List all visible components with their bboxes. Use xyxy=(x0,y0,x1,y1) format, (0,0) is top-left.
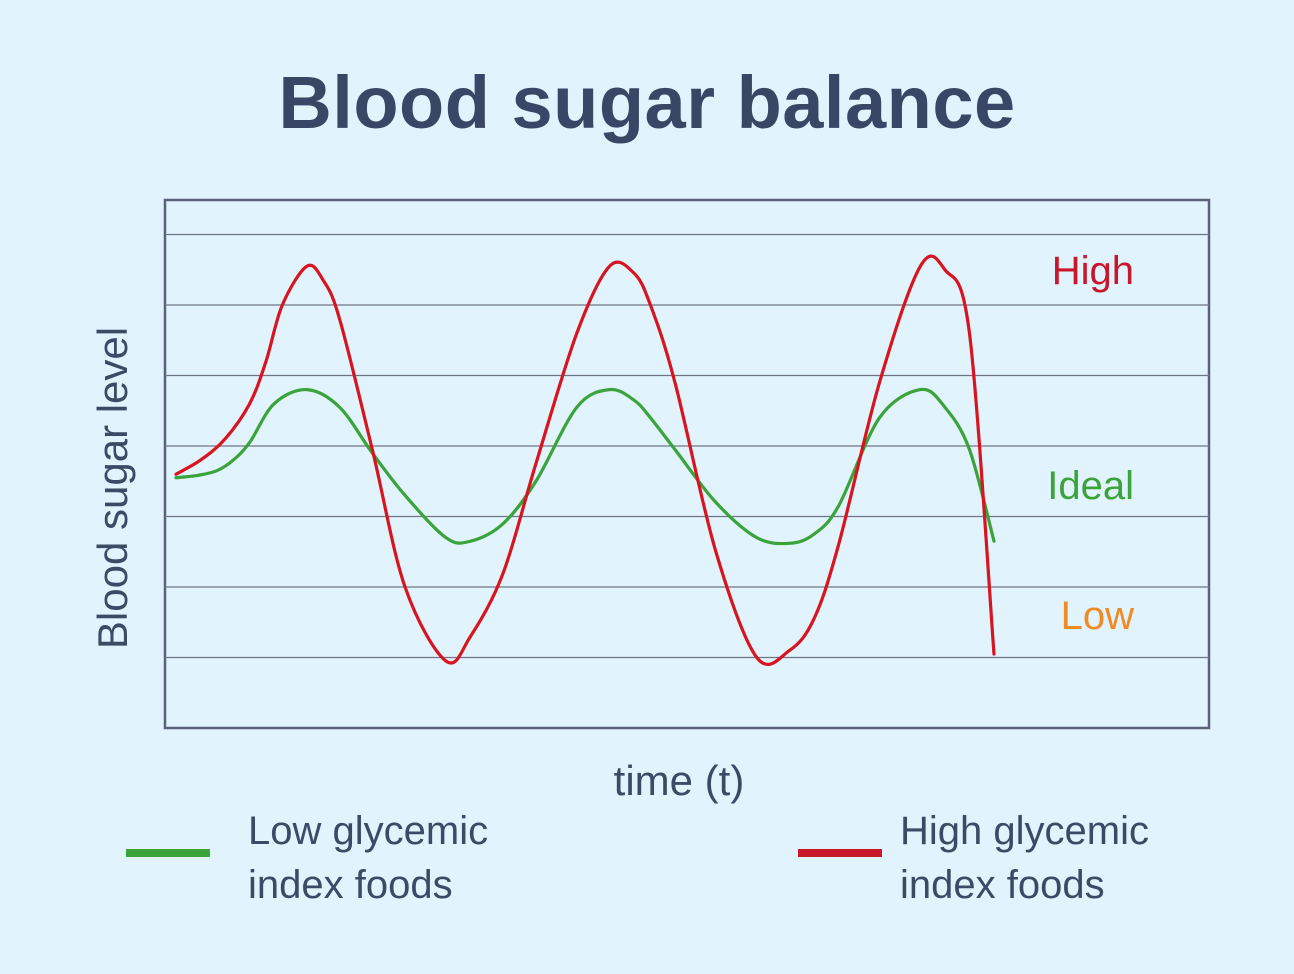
level-label-ideal: Ideal xyxy=(1047,464,1134,508)
plot-frame xyxy=(163,198,1211,730)
series-line-high-gi xyxy=(174,254,996,666)
x-axis-label: time (t) xyxy=(614,757,745,804)
level-labels: High Ideal Low xyxy=(1047,249,1134,638)
level-label-high: High xyxy=(1052,249,1134,293)
legend-label-high-gi-line1: High glycemic xyxy=(900,809,1149,853)
chart-title: Blood sugar balance xyxy=(278,61,1016,144)
grid-lines xyxy=(165,233,1209,659)
legend-label-low-gi-line2: index foods xyxy=(248,863,453,907)
series-lines xyxy=(174,254,996,666)
legend-swatch-high-gi xyxy=(798,849,882,857)
legend-swatch-low-gi xyxy=(126,849,210,857)
y-axis-label: Blood sugar level xyxy=(89,327,136,649)
legend-label-high-gi-line2: index foods xyxy=(900,863,1105,907)
legend-label-low-gi-line1: Low glycemic xyxy=(248,809,489,853)
level-label-low: Low xyxy=(1061,594,1134,638)
